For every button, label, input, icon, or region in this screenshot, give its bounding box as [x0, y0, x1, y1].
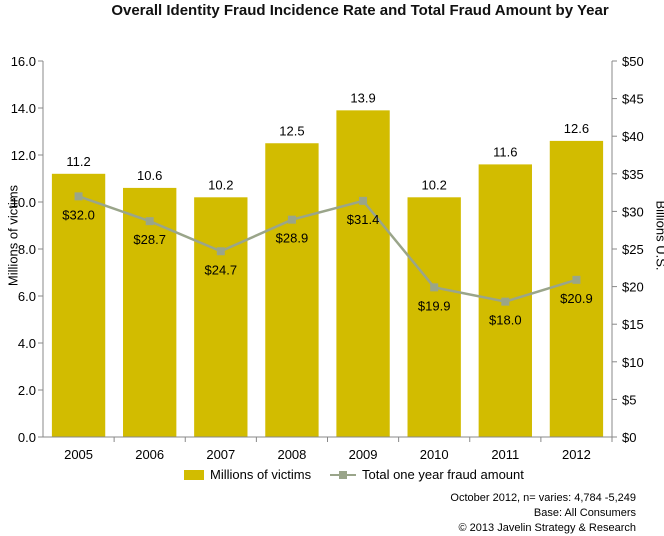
line-point-marker [288, 216, 296, 224]
line-point-marker [430, 283, 438, 291]
bar [265, 143, 318, 437]
legend-swatch-bar [184, 470, 204, 480]
bar-value-label: 11.6 [493, 144, 517, 159]
y-tick-label-right: $10 [622, 355, 644, 370]
y-tick-label-left: 16.0 [11, 54, 36, 69]
y-tick-label-right: $45 [622, 92, 644, 107]
line-value-label: $24.7 [205, 262, 238, 277]
legend-label-fraud-amount: Total one year fraud amount [362, 467, 524, 482]
y-tick-label-left: 4.0 [18, 336, 36, 351]
x-tick-label: 2011 [491, 447, 519, 462]
legend-item-victims: Millions of victims [184, 467, 311, 482]
y-tick-label-left: 0.0 [18, 430, 36, 445]
legend-swatch-line [330, 469, 356, 481]
y-tick-label-right: $25 [622, 242, 644, 257]
x-tick-label: 2008 [277, 447, 306, 462]
y-tick-label-right: $0 [622, 430, 636, 445]
line-point-marker [146, 217, 154, 225]
y-tick-label-right: $35 [622, 167, 644, 182]
line-value-label: $19.9 [418, 298, 451, 313]
line-point-marker [217, 247, 225, 255]
chart-plot: 0.02.04.06.08.010.012.014.016.0$0$5$10$1… [0, 0, 664, 470]
y-axis-label-left: Millions of victims [6, 181, 21, 291]
bar [336, 110, 389, 437]
y-tick-label-right: $50 [622, 54, 644, 69]
bar-value-label: 11.2 [66, 154, 90, 169]
line-value-label: $20.9 [560, 291, 593, 306]
y-axis-label-right: Billions U.S. [654, 181, 664, 291]
legend-label-victims: Millions of victims [210, 467, 311, 482]
footnote-line: Base: All Consumers [450, 506, 636, 521]
line-value-label: $32.0 [62, 207, 95, 222]
footnote: October 2012, n= varies: 4,784 -5,249 Ba… [450, 491, 636, 536]
legend-item-fraud-amount: Total one year fraud amount [330, 467, 524, 482]
bar-value-label: 10.2 [422, 177, 447, 192]
footnote-line: © 2013 Javelin Strategy & Research [450, 521, 636, 536]
y-tick-label-right: $5 [622, 392, 636, 407]
line-value-label: $31.4 [347, 212, 380, 227]
footnote-line: October 2012, n= varies: 4,784 -5,249 [450, 491, 636, 506]
y-tick-label-right: $15 [622, 317, 644, 332]
bar [408, 197, 461, 437]
bar [194, 197, 247, 437]
line-point-marker [75, 192, 83, 200]
y-tick-label-left: 12.0 [11, 148, 36, 163]
y-tick-label-right: $20 [622, 280, 644, 295]
bar [123, 188, 176, 437]
legend: Millions of victims Total one year fraud… [0, 467, 664, 487]
line-point-marker [501, 298, 509, 306]
line-point-marker [572, 276, 580, 284]
bar-value-label: 12.6 [564, 121, 589, 136]
axes: 0.02.04.06.08.010.012.014.016.0$0$5$10$1… [11, 54, 644, 462]
bar-value-label: 12.5 [279, 123, 304, 138]
bar-value-label: 10.2 [208, 177, 233, 192]
line-value-label: $28.9 [276, 231, 309, 246]
y-tick-label-left: 2.0 [18, 383, 36, 398]
x-tick-label: 2009 [349, 447, 378, 462]
bar [550, 141, 603, 437]
x-tick-label: 2005 [64, 447, 93, 462]
x-tick-label: 2012 [562, 447, 591, 462]
y-tick-label-left: 8.0 [18, 242, 36, 257]
x-tick-label: 2007 [206, 447, 235, 462]
line-value-label: $28.7 [133, 232, 166, 247]
y-tick-label-left: 14.0 [11, 101, 36, 116]
bar-value-label: 10.6 [137, 168, 162, 183]
y-tick-label-left: 6.0 [18, 289, 36, 304]
bar-series [52, 110, 603, 437]
y-tick-label-right: $30 [622, 204, 644, 219]
line-point-marker [359, 197, 367, 205]
line-value-label: $18.0 [489, 313, 522, 328]
x-tick-label: 2010 [420, 447, 449, 462]
y-tick-label-right: $40 [622, 129, 644, 144]
x-tick-label: 2006 [135, 447, 164, 462]
bar-value-label: 13.9 [350, 90, 375, 105]
